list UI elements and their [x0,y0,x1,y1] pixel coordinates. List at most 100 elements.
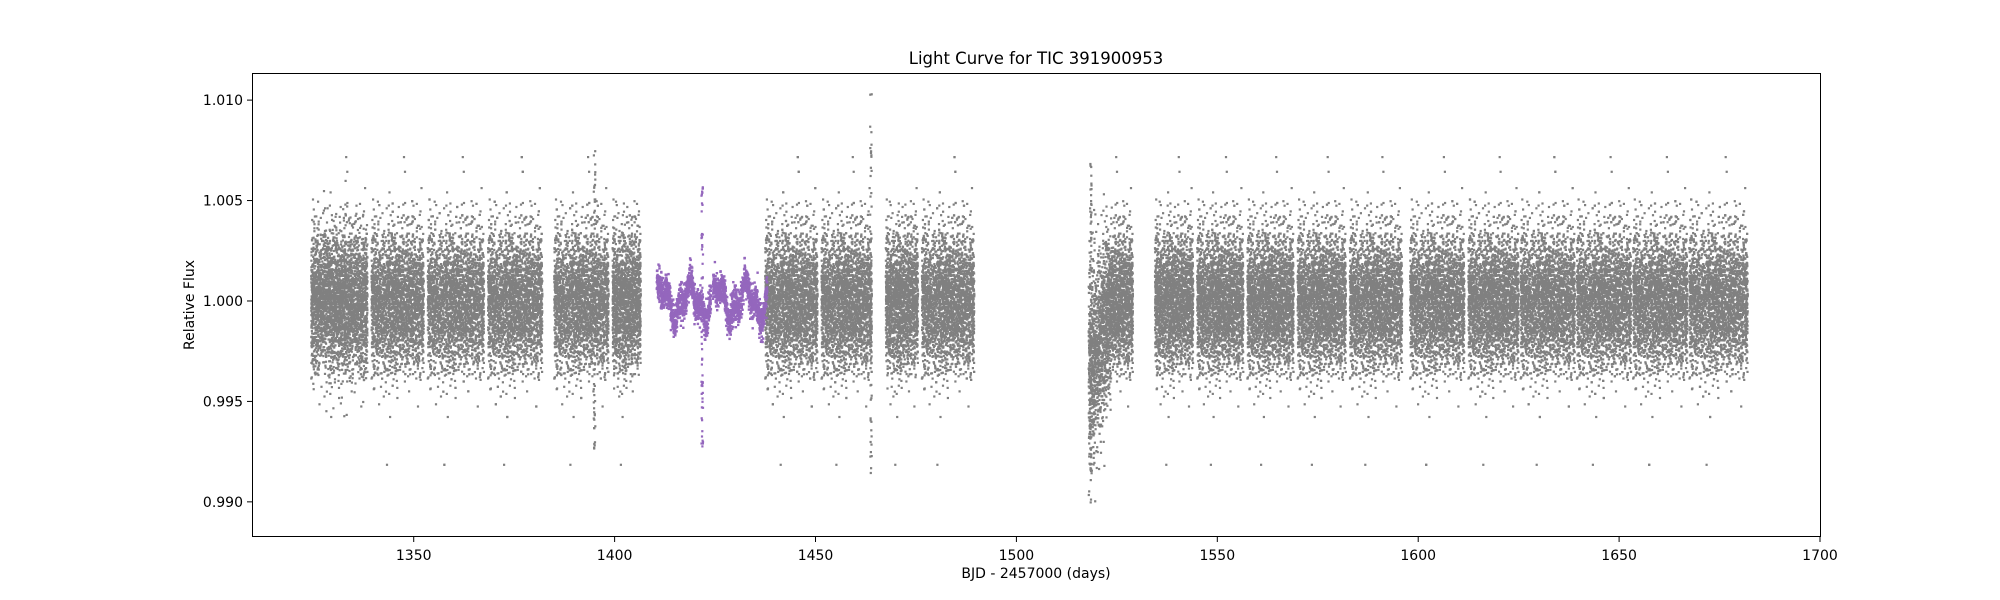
data-point [330,286,332,288]
data-point [359,236,361,238]
data-point [366,243,368,245]
data-point [362,255,364,257]
data-point [324,263,326,265]
data-point [331,339,333,341]
data-point [343,219,345,221]
data-point [335,229,337,231]
data-point [352,377,354,379]
data-point [318,229,320,231]
data-point [354,270,356,272]
data-point [343,319,345,321]
data-point [321,260,323,262]
data-point [318,365,320,367]
data-point [355,326,357,328]
data-point [363,365,365,367]
data-point [365,252,367,254]
data-point [342,380,344,382]
data-point [334,355,336,357]
data-point [333,332,335,334]
data-point [345,224,347,226]
data-point [359,369,361,371]
data-point [311,346,313,348]
data-point [314,265,316,267]
data-point [323,210,325,212]
data-point [357,229,359,231]
data-point [351,347,353,349]
data-point [365,260,367,262]
data-point [345,180,347,182]
data-point [341,397,343,399]
data-point [312,383,314,385]
data-point [326,240,328,242]
data-point [324,365,326,367]
data-point [325,248,327,250]
data-point [362,214,364,216]
data-point [355,213,357,215]
data-point [320,386,322,388]
data-point [333,366,335,368]
data-point [360,225,362,227]
data-point [322,212,324,214]
data-point [331,261,333,263]
data-point [336,240,338,242]
data-point [349,263,351,265]
data-point [315,336,317,338]
data-point [365,229,367,231]
data-point [316,351,318,353]
data-point [342,363,344,365]
data-point [355,215,357,217]
data-point [314,248,316,250]
data-point [335,216,337,218]
data-point [351,243,353,245]
data-point [315,362,317,364]
data-point [313,368,315,370]
data-point [331,214,333,216]
data-point [346,369,348,371]
data-point [330,369,332,371]
data-point [357,306,359,308]
data-point [366,309,368,311]
data-point [347,341,349,343]
data-point [325,410,327,412]
data-point [360,313,362,315]
data-point [340,206,342,208]
data-point [348,241,350,243]
data-point [311,330,313,332]
data-point [319,280,321,282]
data-point [324,257,326,259]
data-point [317,201,319,203]
data-point [340,326,342,328]
data-point [359,361,361,363]
data-point [349,222,351,224]
data-point [311,219,313,221]
data-point [323,327,325,329]
data-point [362,312,364,314]
data-point [343,227,345,229]
data-point [318,362,320,364]
data-point [363,245,365,247]
data-point [340,383,342,385]
data-point [339,216,341,218]
data-point [320,238,322,240]
data-point [340,243,342,245]
data-point [359,203,361,205]
data-point [328,382,330,384]
data-point [334,381,336,383]
data-point [336,290,338,292]
data-point [320,283,322,285]
data-point [335,213,337,215]
data-point [334,243,336,245]
data-point [362,401,364,403]
data-point [342,294,344,296]
data-point [314,359,316,361]
data-point [348,220,350,222]
data-point [320,234,322,236]
data-point [328,252,330,254]
data-point [354,247,356,249]
data-point [336,292,338,294]
data-point [326,391,328,393]
data-point [365,241,367,243]
data-point [320,217,322,219]
data-point [327,261,329,263]
data-point [354,382,356,384]
